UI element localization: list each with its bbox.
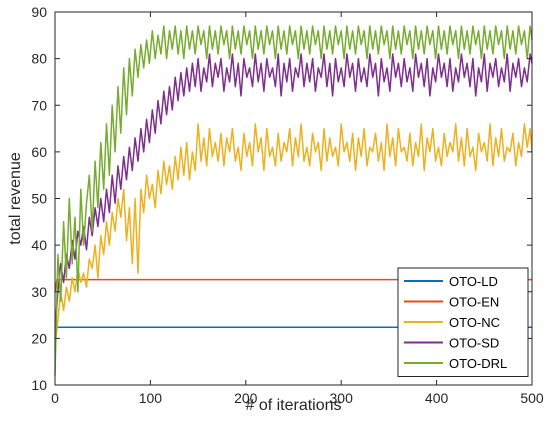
x-tick-label: 400 xyxy=(425,390,449,406)
y-tick-label: 60 xyxy=(31,144,47,160)
series-line-oto-drl xyxy=(54,25,533,376)
legend: OTO-LD OTO-EN OTO-NC OTO-SD OTO-DRL xyxy=(397,267,529,377)
series-layer xyxy=(54,25,533,376)
y-tick-label: 90 xyxy=(31,4,47,20)
legend-label: OTO-NC xyxy=(449,315,500,330)
y-axis-label: total revenue xyxy=(7,152,24,245)
x-tick-label: 300 xyxy=(330,390,354,406)
series-line-oto-nc xyxy=(54,123,533,348)
y-tick-label: 70 xyxy=(31,97,47,113)
legend-label: OTO-LD xyxy=(449,274,498,289)
x-tick-label: 100 xyxy=(139,390,163,406)
y-tick-label: 50 xyxy=(31,191,47,207)
y-tick-label: 20 xyxy=(31,330,47,346)
y-tick-label: 40 xyxy=(31,237,47,253)
x-tick-label: 500 xyxy=(520,390,544,406)
x-tick-label: 200 xyxy=(234,390,258,406)
ticks-layer: 0 100 200 300 400 500 10 20 30 40 50 60 70 80 90 xyxy=(31,4,543,406)
legend-label: OTO-DRL xyxy=(449,356,507,371)
legend-label: OTO-EN xyxy=(449,295,499,310)
y-tick-label: 30 xyxy=(31,284,47,300)
legend-label: OTO-SD xyxy=(449,336,499,351)
x-axis-label: # of iterations xyxy=(245,397,341,414)
y-tick-label: 80 xyxy=(31,51,47,67)
x-tick-label: 0 xyxy=(51,390,59,406)
series-line-oto-sd xyxy=(54,53,533,330)
y-tick-label: 10 xyxy=(31,377,47,393)
